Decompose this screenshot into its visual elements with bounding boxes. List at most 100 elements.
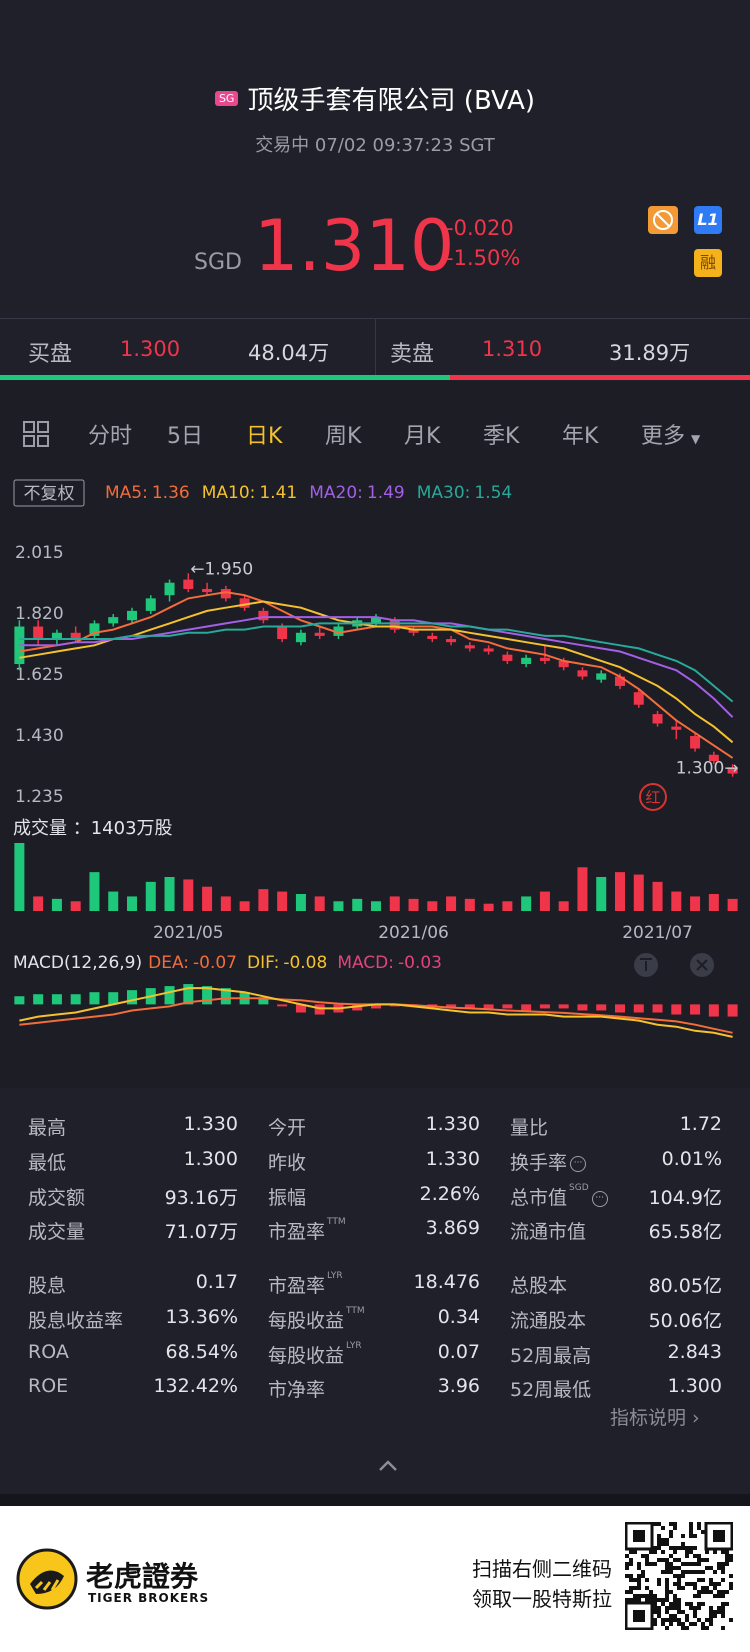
qr-cell — [717, 1610, 721, 1614]
volume-bar — [108, 891, 119, 911]
stat-label-text: 股息收益率 — [28, 1310, 124, 1332]
x-tick-label: 2021/06 — [378, 923, 449, 943]
qr-cell — [637, 1562, 641, 1566]
volume-bar — [690, 896, 701, 911]
stat-label-text: 成交额 — [28, 1187, 86, 1209]
qr-cell — [661, 1622, 665, 1626]
qr-cell — [645, 1562, 649, 1566]
qr-cell — [721, 1602, 725, 1606]
stat-label: 最低 — [28, 1148, 66, 1175]
qr-cell — [669, 1590, 673, 1594]
qr-cell — [713, 1614, 717, 1618]
qr-cell — [717, 1606, 721, 1610]
qr-cell — [669, 1530, 673, 1534]
qr-finder-core — [713, 1530, 725, 1542]
qr-cell — [661, 1538, 665, 1542]
qr-cell — [689, 1546, 693, 1550]
period-tab[interactable]: 季K — [483, 424, 520, 449]
stat-label: 股息收益率 — [28, 1306, 123, 1333]
qr-cell — [677, 1602, 681, 1606]
qr-cell — [725, 1590, 729, 1594]
qr-cell — [697, 1554, 701, 1558]
qr-cell — [677, 1558, 681, 1562]
volume-bar — [539, 891, 550, 911]
period-tab[interactable]: 年K — [562, 424, 599, 449]
qr-cell — [653, 1602, 657, 1606]
qr-cell — [725, 1554, 729, 1558]
qr-cell — [709, 1582, 713, 1586]
candle-body — [14, 626, 25, 665]
qr-cell — [665, 1606, 669, 1610]
volume-bar — [615, 872, 625, 911]
panel-bg — [0, 381, 750, 1088]
candle-body — [89, 623, 100, 636]
macd-bar — [652, 1004, 663, 1013]
qr-cell — [649, 1598, 653, 1602]
qr-cell — [641, 1594, 645, 1598]
qr-cell — [629, 1558, 633, 1562]
period-tab[interactable]: 更多 ▼ — [641, 424, 701, 449]
qr-cell — [709, 1590, 713, 1594]
qr-cell — [677, 1578, 681, 1582]
period-tab[interactable]: 月K — [404, 424, 441, 449]
qr-cell — [673, 1618, 677, 1622]
volume-bar — [33, 896, 44, 911]
qr-cell — [709, 1606, 713, 1610]
price-annotation: ←1.950 — [190, 559, 253, 579]
legend-value: 1.36 — [152, 483, 190, 503]
macd-bar — [164, 986, 175, 1005]
divider — [375, 318, 376, 376]
qr-cell — [673, 1582, 677, 1586]
qr-cell — [693, 1594, 697, 1598]
period-tab[interactable]: 5日 — [167, 424, 203, 449]
qr-cell — [689, 1582, 693, 1586]
qr-cell — [673, 1566, 677, 1570]
qr-cell — [677, 1618, 681, 1622]
qr-cell — [645, 1586, 649, 1590]
qr-cell — [673, 1546, 677, 1550]
stat-label-text: 市净率 — [268, 1379, 326, 1401]
candle-body — [483, 648, 494, 652]
qr-cell — [705, 1558, 709, 1562]
stat-value: 1.330 — [425, 1148, 480, 1170]
indicator-help[interactable]: 指标说明 › — [610, 1407, 700, 1429]
qr-cell — [721, 1570, 725, 1574]
stat-label: 振幅 — [268, 1183, 306, 1210]
period-tab[interactable]: 分时 — [88, 424, 133, 449]
y-tick-label: 1.235 — [15, 787, 64, 807]
qr-cell — [657, 1534, 661, 1538]
qr-cell — [701, 1602, 705, 1606]
qr-cell — [693, 1562, 697, 1566]
market-badge: SG — [214, 91, 239, 106]
collapse-caret[interactable] — [378, 1458, 398, 1472]
stat-value: 104.9亿 — [648, 1187, 722, 1209]
macd-bar — [202, 986, 213, 1005]
qr-cell — [673, 1602, 677, 1606]
grid-icon[interactable] — [22, 420, 50, 448]
qr-cell — [725, 1602, 729, 1606]
qr-cell — [637, 1594, 641, 1598]
stat-label-text: 振幅 — [268, 1187, 307, 1209]
qr-cell — [729, 1574, 733, 1578]
qr-cell — [629, 1590, 633, 1594]
stat-value: 3.96 — [437, 1375, 480, 1397]
legend-name: DIF: — [247, 953, 279, 973]
volume-bar — [671, 891, 682, 911]
qr-cell — [669, 1554, 673, 1558]
qr-cell — [637, 1574, 641, 1578]
stat-label-sup: LYR — [327, 1271, 343, 1281]
qr-cell — [717, 1582, 721, 1586]
legend-name: MA5: — [105, 483, 148, 503]
stat-value: 2.26% — [419, 1183, 480, 1205]
qr-cell — [685, 1618, 689, 1622]
qr-cell — [661, 1542, 665, 1546]
period-tab[interactable]: 日K — [246, 424, 283, 449]
qr-cell — [669, 1570, 673, 1574]
qr-cell — [653, 1546, 657, 1550]
volume-bar — [164, 877, 175, 911]
qr-cell — [673, 1522, 677, 1526]
period-tab[interactable]: 周K — [325, 424, 362, 449]
volume-bar — [596, 877, 607, 911]
candle-body — [127, 610, 137, 621]
qr-cell — [669, 1522, 673, 1526]
